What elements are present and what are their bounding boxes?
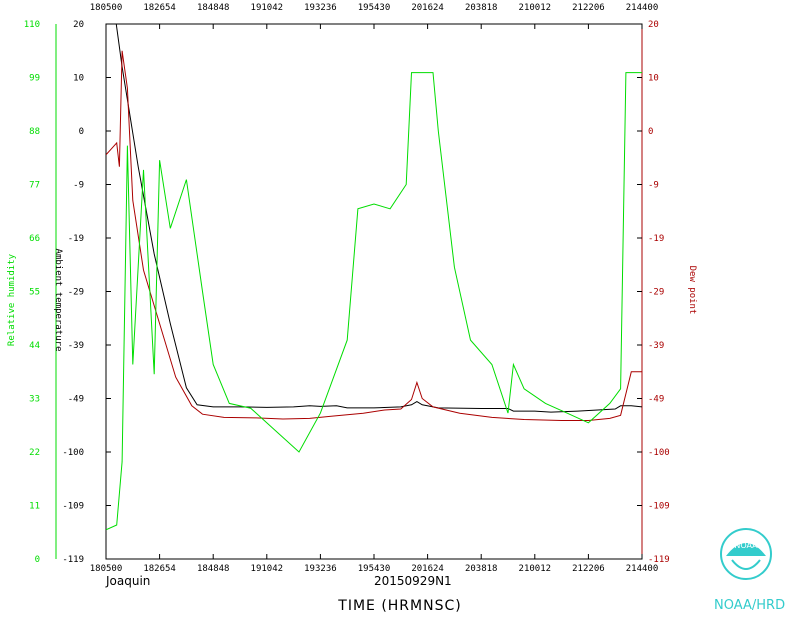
x-tick-label-top: 193236 xyxy=(304,3,337,13)
x-tick-label: 182654 xyxy=(143,564,176,574)
x-tick-label: 180500 xyxy=(90,564,123,574)
x-tick-label: 214400 xyxy=(626,564,659,574)
dew-axis-label: Dew point xyxy=(687,266,697,315)
storm-name: Joaquin xyxy=(106,574,151,588)
x-tick-label-top: 214400 xyxy=(626,3,659,13)
temp-tick-label: 0 xyxy=(79,127,84,137)
rh-tick-label: 88 xyxy=(29,127,40,137)
x-tick-label-top: 191042 xyxy=(251,3,284,13)
dew-tick-label: -100 xyxy=(648,448,670,458)
x-tick-label: 201624 xyxy=(411,564,444,574)
dew-tick-label: -9 xyxy=(648,181,659,191)
x-axis-title: TIME (HRMNSC) xyxy=(338,598,462,614)
dew-tick-label: 20 xyxy=(648,20,659,30)
x-tick-label-top: 210012 xyxy=(519,3,552,13)
organization-label: NOAA/HRD xyxy=(714,598,786,613)
rh-tick-label: 77 xyxy=(29,181,40,191)
dew-tick-label: -39 xyxy=(648,341,664,351)
dew-tick-label: 0 xyxy=(648,127,653,137)
x-tick-label: 210012 xyxy=(519,564,552,574)
dew-point-line xyxy=(106,50,642,421)
temp-tick-label: -49 xyxy=(68,395,84,405)
x-tick-label-top: 203818 xyxy=(465,3,498,13)
temp-tick-label: -9 xyxy=(73,181,84,191)
x-tick-label-top: 201624 xyxy=(411,3,444,13)
plot-frame xyxy=(105,23,643,560)
temp-tick-label: -119 xyxy=(62,555,84,565)
x-tick-label: 212206 xyxy=(572,564,605,574)
flight-id: 20150929N1 xyxy=(374,574,452,588)
x-tick-label: 184848 xyxy=(197,564,230,574)
temp-tick-label: -39 xyxy=(68,341,84,351)
relative-humidity-line xyxy=(106,72,642,531)
dew-tick-label: -29 xyxy=(648,288,664,298)
x-tick-label: 195430 xyxy=(358,564,391,574)
x-tick-label: 193236 xyxy=(304,564,337,574)
x-tick-label-top: 195430 xyxy=(358,3,391,13)
rh-axis-label: Relative humidity xyxy=(7,253,17,346)
logo-text: NOAA xyxy=(734,541,758,550)
axis-ticks: 180500 180500 182654 182654 184848 184848 1910… xyxy=(24,3,670,574)
temp-tick-label: -19 xyxy=(68,234,84,244)
rh-tick-label: 11 xyxy=(29,502,40,512)
x-tick-label-top: 184848 xyxy=(197,3,230,13)
temp-tick-label: -29 xyxy=(68,288,84,298)
x-tick-label-top: 180500 xyxy=(90,3,123,13)
rh-tick-label: 110 xyxy=(24,20,40,30)
rh-tick-label: 99 xyxy=(29,74,40,84)
x-tick-label: 191042 xyxy=(251,564,284,574)
rh-tick-label: 22 xyxy=(29,448,40,458)
temp-tick-label: 20 xyxy=(73,20,84,30)
temp-tick-label: -109 xyxy=(62,502,84,512)
rh-tick-label: 0 xyxy=(35,555,40,565)
rh-tick-label: 55 xyxy=(29,288,40,298)
dew-tick-label: 10 xyxy=(648,74,659,84)
rh-tick-label: 33 xyxy=(29,395,40,405)
x-tick-label-top: 182654 xyxy=(143,3,176,13)
rh-tick-label: 66 xyxy=(29,234,40,244)
temperature-line xyxy=(115,24,642,413)
temp-tick-label: -100 xyxy=(62,448,84,458)
dew-tick-label: -19 xyxy=(648,234,664,244)
dew-tick-label: -49 xyxy=(648,395,664,405)
dew-tick-label: -109 xyxy=(648,502,670,512)
temp-tick-label: 10 xyxy=(73,74,84,84)
temp-axis-label: Ambient temperature xyxy=(53,249,63,352)
dew-tick-label: -119 xyxy=(648,555,670,565)
x-tick-label: 203818 xyxy=(465,564,498,574)
x-tick-label-top: 212206 xyxy=(572,3,605,13)
data-series xyxy=(106,24,642,531)
noaa-logo: NOAA xyxy=(720,528,772,580)
rh-tick-label: 44 xyxy=(29,341,40,351)
